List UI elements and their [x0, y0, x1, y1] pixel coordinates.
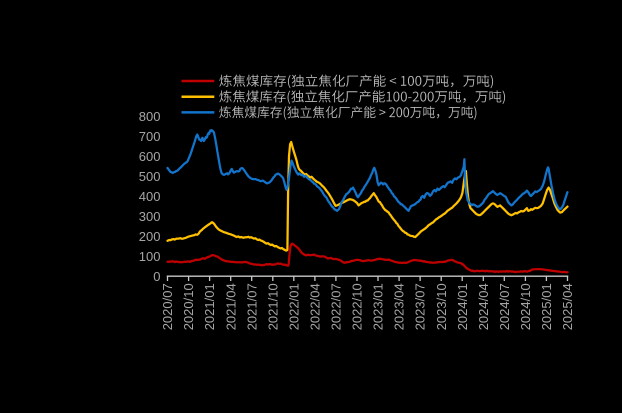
svg-text:2024/10: 2024/10	[518, 283, 533, 330]
svg-text:2020/10: 2020/10	[181, 283, 196, 330]
svg-text:2024/01: 2024/01	[455, 283, 470, 330]
svg-text:700: 700	[139, 129, 161, 144]
svg-text:200: 200	[139, 229, 161, 244]
svg-text:2022/10: 2022/10	[350, 283, 365, 330]
svg-text:400: 400	[139, 189, 161, 204]
svg-text:2025/01: 2025/01	[539, 283, 554, 330]
svg-text:2023/01: 2023/01	[371, 283, 386, 330]
svg-text:2023/07: 2023/07	[413, 283, 428, 330]
svg-text:2020/07: 2020/07	[160, 283, 175, 330]
svg-text:2022/07: 2022/07	[329, 283, 344, 330]
svg-text:2022/01: 2022/01	[286, 283, 301, 330]
svg-text:500: 500	[139, 169, 161, 184]
svg-text:0: 0	[153, 269, 160, 284]
svg-text:2021/10: 2021/10	[265, 283, 280, 330]
svg-text:2023/10: 2023/10	[434, 283, 449, 330]
svg-text:2023/04: 2023/04	[392, 283, 407, 330]
svg-text:2021/04: 2021/04	[223, 283, 238, 330]
svg-text:2021/07: 2021/07	[244, 283, 259, 330]
svg-text:2024/04: 2024/04	[476, 283, 491, 330]
svg-text:300: 300	[139, 209, 161, 224]
svg-text:2025/04: 2025/04	[560, 283, 575, 330]
svg-text:800: 800	[139, 109, 161, 124]
svg-text:100: 100	[139, 249, 161, 264]
svg-text:2024/07: 2024/07	[497, 283, 512, 330]
svg-text:2021/01: 2021/01	[202, 283, 217, 330]
svg-text:600: 600	[139, 149, 161, 164]
svg-text:2022/04: 2022/04	[308, 283, 323, 330]
